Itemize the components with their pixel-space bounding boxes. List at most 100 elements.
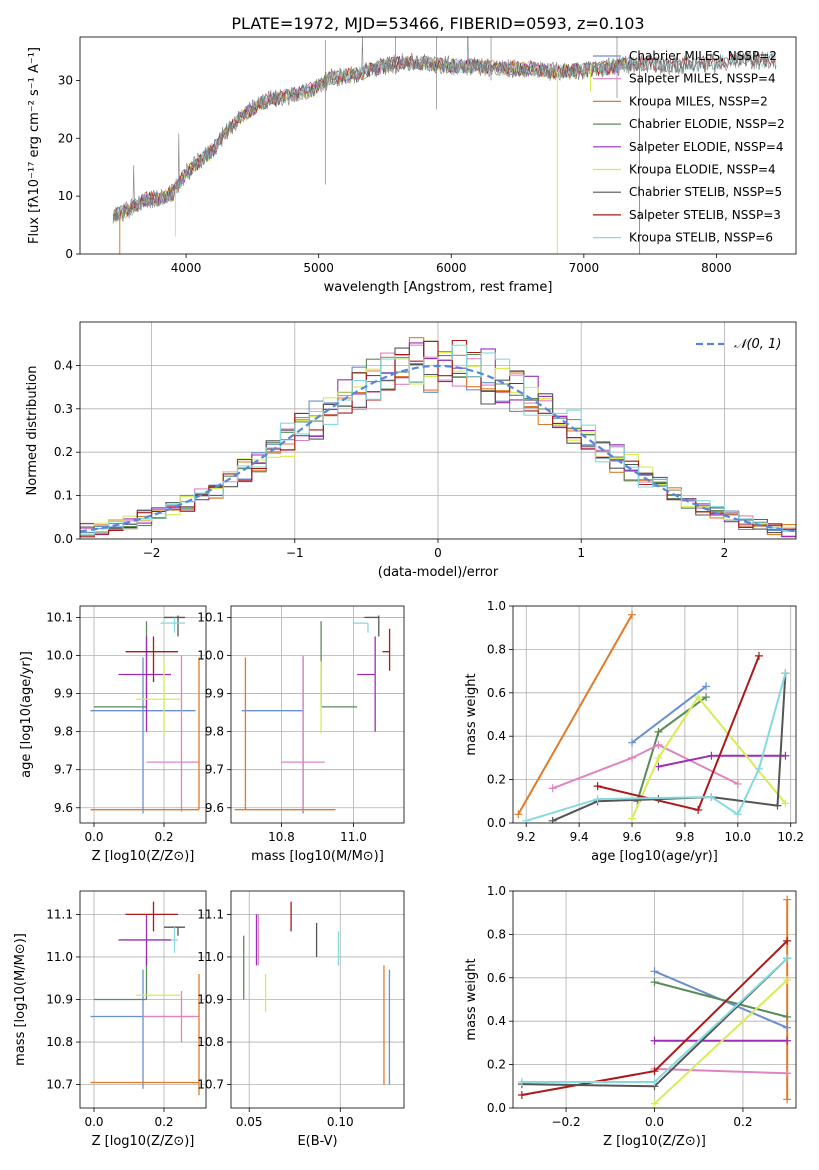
y-tick-label: 20 — [58, 131, 73, 145]
y-axis-label: mass [log10(M/M⊙)] — [13, 933, 28, 1066]
y-tick-label: 0.4 — [487, 1014, 506, 1028]
axes-frame — [79, 321, 797, 540]
panel-mass-vs-ebv: 0.05 0.10 10.7 10.8 10.9 11.0 11.1 E(B-V) — [197, 890, 405, 1149]
y-tick-label: 9.8 — [54, 725, 73, 739]
x-tick-label: 10.8 — [268, 830, 295, 844]
legend-label: Chabrier MILES, NSSP=2 — [629, 49, 777, 63]
plot-area-age-vs-z — [80, 606, 206, 823]
weight-point-marker — [593, 782, 602, 791]
model-line-chabrier_miles — [112, 55, 639, 220]
y-tick-label: 11.1 — [197, 907, 224, 921]
panel-age-vs-mass: 10.8 11.0 9.6 9.7 9.8 9.9 10.0 10.1 mass [log10(… — [197, 605, 405, 864]
legend-label: Salpeter MILES, NSSP=4 — [629, 72, 776, 86]
x-axis-label: Z [log10(Z/Z⊙)] — [92, 849, 195, 864]
weight-point-marker — [517, 1090, 526, 1099]
weight-point-marker — [773, 801, 782, 810]
weight-point-marker — [783, 1036, 792, 1045]
model-line-chabrier_stelib — [112, 52, 776, 221]
x-tick-label: 8000 — [701, 261, 732, 275]
y-tick-label: 10 — [58, 189, 73, 203]
x-tick-label: −0.2 — [551, 1115, 580, 1129]
y-tick-label: 0.2 — [487, 773, 506, 787]
y-tick-label: 1.0 — [487, 599, 506, 613]
weight-point-marker — [628, 610, 637, 619]
weight-point-marker — [654, 740, 663, 749]
y-tick-label: 0.4 — [487, 729, 506, 743]
y-tick-label: 10.0 — [197, 648, 224, 662]
weight-point-marker — [783, 975, 792, 984]
weight-point-marker — [548, 784, 557, 793]
plot-area-weight-vs-z — [513, 891, 796, 1108]
y-tick-label: 10.1 — [46, 610, 73, 624]
x-axis-label: wavelength [Angstrom, rest frame] — [324, 280, 553, 295]
y-tick-label: 11.1 — [46, 907, 73, 921]
y-tick-label: 9.6 — [54, 801, 73, 815]
x-axis-label: Z [log10(Z/Z⊙)] — [92, 1134, 195, 1149]
y-tick-label: 10.8 — [197, 1035, 224, 1049]
weight-point-marker — [650, 1099, 659, 1108]
weight-point-marker — [593, 795, 602, 804]
x-tick-label: 9.8 — [675, 830, 694, 844]
x-tick-label: 4000 — [171, 261, 202, 275]
weight-point-marker — [783, 936, 792, 945]
weight-point-marker — [707, 792, 716, 801]
y-tick-label: 1.0 — [487, 884, 506, 898]
x-tick-label: −2 — [143, 546, 161, 560]
x-tick-label: 11.0 — [340, 830, 367, 844]
weight-line-salpeter_elodie — [658, 754, 786, 768]
weight-point-marker — [654, 727, 663, 736]
legend-label: 𝒩(0, 1) — [734, 337, 781, 352]
y-tick-label: 10.7 — [46, 1078, 73, 1092]
y-axis-label: mass weight — [464, 958, 479, 1040]
model-line-kroupa_miles — [112, 55, 639, 219]
weight-line-chabrier_miles — [631, 685, 707, 744]
x-axis-label: mass [log10(M/M⊙)] — [251, 849, 384, 864]
legend-label: Salpeter ELODIE, NSSP=4 — [629, 140, 784, 154]
y-tick-label: 0.1 — [54, 489, 73, 503]
weight-point-marker — [650, 1036, 659, 1045]
weight-point-marker — [754, 764, 763, 773]
x-tick-label: 9.6 — [622, 830, 641, 844]
panel-age-vs-z: 0.0 0.2 9.6 9.7 9.8 9.9 10.0 10.1 Z [log10(Z/Z⊙)… — [19, 605, 207, 864]
legend-label: Chabrier ELODIE, NSSP=2 — [629, 117, 785, 131]
panel-residuals: −2 −1 0 1 2 0.0 0.1 0.2 0.3 0.4 (data-model)/error… — [25, 321, 797, 580]
x-tick-label: 0.0 — [645, 1115, 664, 1129]
y-tick-label: 9.9 — [54, 687, 73, 701]
x-tick-label: 0.10 — [327, 1115, 354, 1129]
y-tick-label: 0.8 — [487, 642, 506, 656]
x-tick-label: 1 — [577, 546, 585, 560]
weight-point-marker — [783, 1023, 792, 1032]
weight-point-marker — [517, 1077, 526, 1086]
legend-label: Chabrier STELIB, NSSP=5 — [629, 185, 782, 199]
weight-point-marker — [548, 816, 557, 823]
x-axis-label: (data-model)/error — [378, 565, 499, 580]
plot-area-weight-vs-age — [513, 606, 796, 823]
normal-curve-line — [80, 364, 796, 533]
weight-point-marker — [650, 1077, 659, 1086]
x-tick-label: 6000 — [436, 261, 467, 275]
x-tick-label: 9.4 — [570, 830, 589, 844]
x-tick-label: −1 — [286, 546, 304, 560]
observed-spectrum-line — [112, 37, 777, 224]
x-tick-label: 0.2 — [154, 830, 173, 844]
panel-weight-vs-z: −0.2 0.0 0.2 0.0 0.2 0.4 0.6 0.8 1.0 Z [log10(Z/Z… — [464, 884, 797, 1149]
weight-point-marker — [522, 816, 531, 823]
panel-spectrum: 4000 5000 6000 7000 8000 0 10 20 30 wavelength [A… — [27, 36, 797, 295]
weight-point-marker — [650, 978, 659, 987]
y-axis-label: Flux [fλ10⁻¹⁷ erg cm⁻² s⁻¹ A⁻¹] — [27, 47, 42, 244]
model-line-kroupa_elodie — [112, 56, 639, 224]
x-tick-label: 0.2 — [733, 1115, 752, 1129]
x-tick-label: 0.2 — [154, 1115, 173, 1129]
plot-area-residuals — [80, 322, 796, 539]
weight-point-marker — [781, 799, 790, 808]
model-line-salpeter_miles — [112, 56, 639, 222]
y-tick-label: 0.2 — [487, 1058, 506, 1072]
weight-point-marker — [702, 693, 711, 702]
y-tick-label: 10.0 — [46, 648, 73, 662]
axes-frame — [512, 605, 797, 824]
x-tick-label: 9.2 — [517, 830, 536, 844]
weight-point-marker — [650, 1067, 659, 1076]
legend-label: Kroupa MILES, NSSP=2 — [629, 94, 768, 108]
y-tick-label: 10.7 — [197, 1078, 224, 1092]
